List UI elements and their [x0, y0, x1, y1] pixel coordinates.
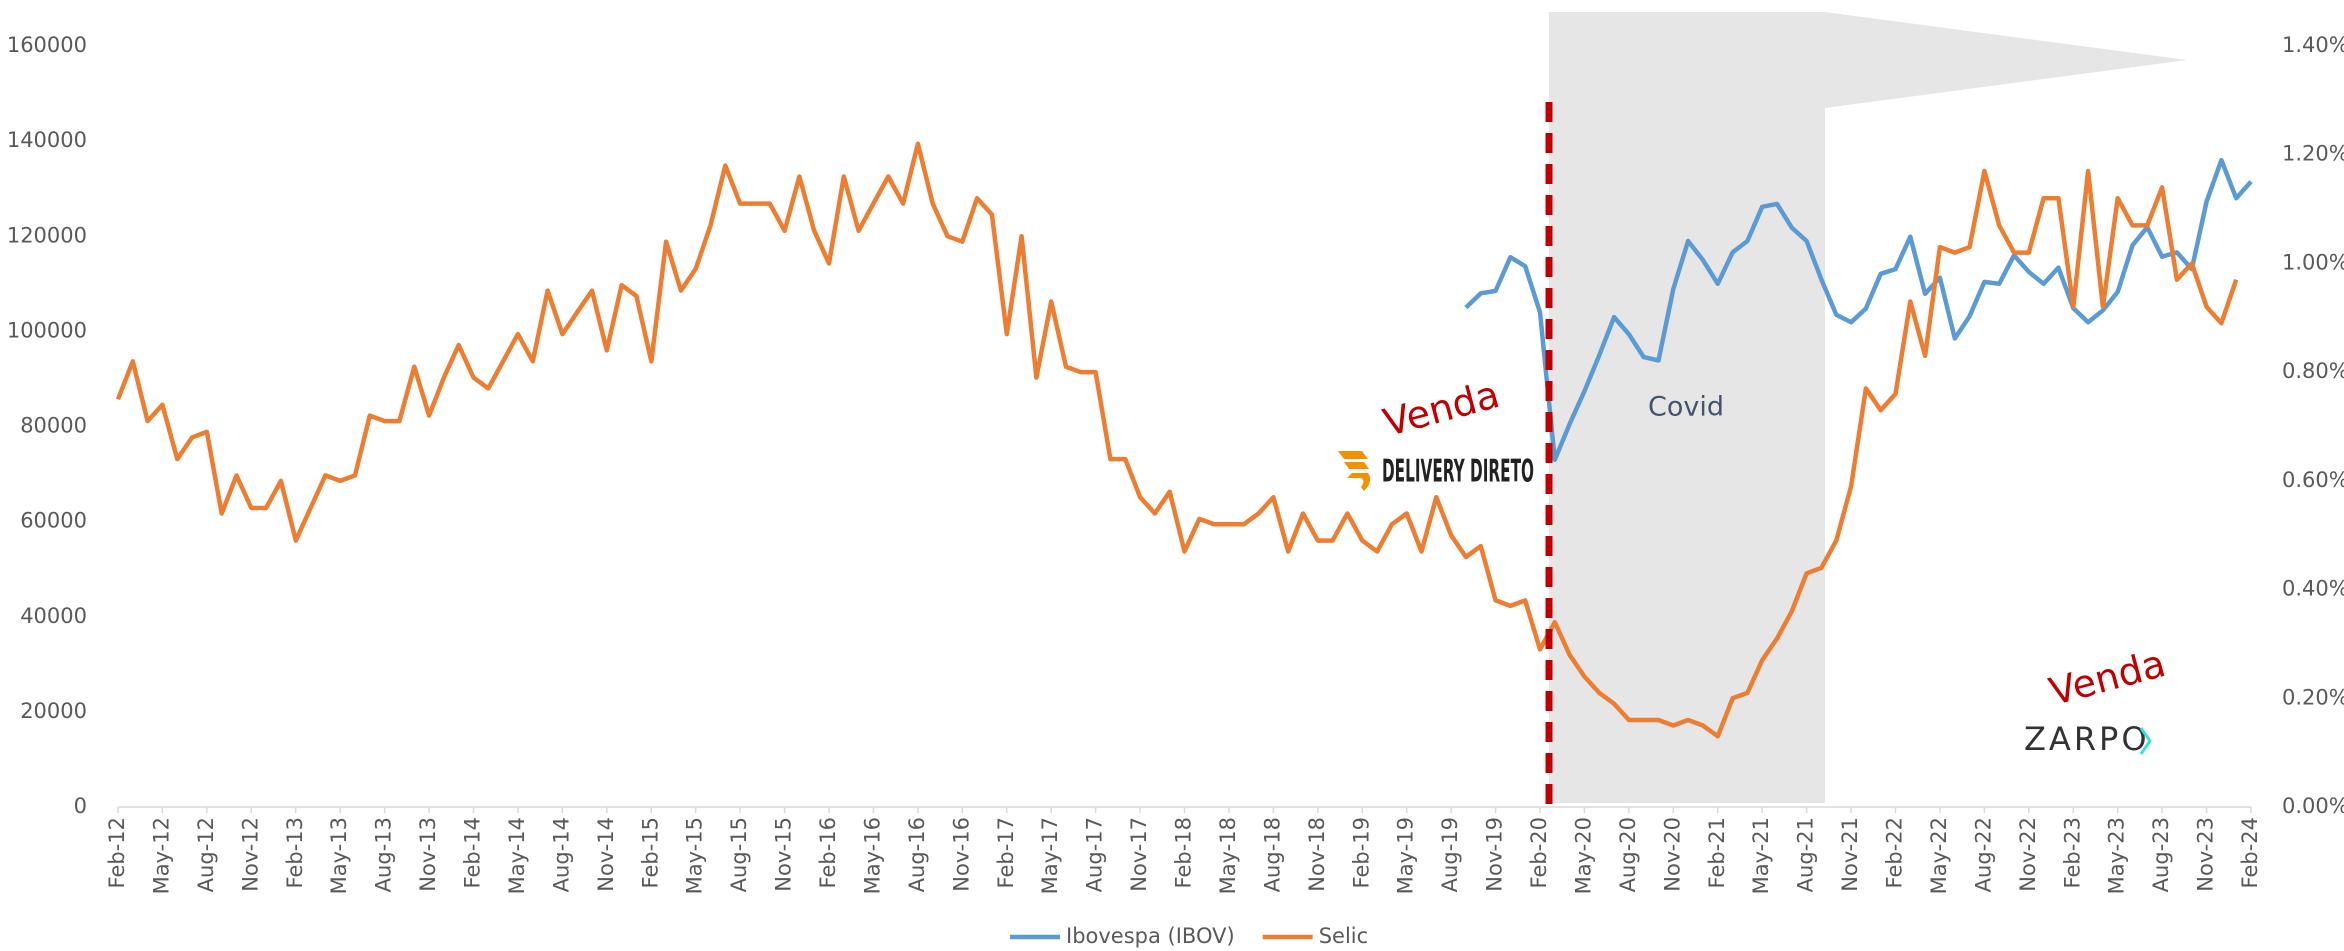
- legend-label: Ibovespa (IBOV): [1066, 924, 1235, 948]
- y-tick-label: 120000: [7, 223, 87, 247]
- x-tick-label: May-18: [1216, 817, 1240, 894]
- x-tick-label: Nov-18: [1305, 817, 1329, 892]
- x-tick-label: Aug-16: [905, 817, 929, 892]
- y2-tick-label: 0.20%: [2282, 685, 2344, 709]
- x-tick-label: Feb-20: [1527, 817, 1551, 888]
- x-tick-label: Aug-19: [1438, 817, 1462, 892]
- x-tick-label: May-19: [1394, 817, 1418, 894]
- x-tick-label: May-17: [1038, 817, 1062, 894]
- x-tick-label: Aug-20: [1616, 817, 1640, 892]
- x-tick-label: May-14: [505, 817, 529, 894]
- x-tick-label: Feb-13: [283, 817, 307, 888]
- x-tick-label: Feb-14: [461, 817, 485, 888]
- x-tick-label: Feb-21: [1705, 817, 1729, 888]
- plot-area: 0 20000 40000 60000 80000 100000 120000 140000 1…: [7, 33, 2344, 894]
- x-tick-label: May-15: [683, 817, 707, 894]
- logo-icon: [1338, 451, 1371, 491]
- legend-label: Selic: [1319, 924, 1368, 948]
- x-tick-label: Feb-19: [1349, 817, 1373, 888]
- delivery-logo: DELIVERY DIRETO: [1338, 451, 1534, 491]
- covid-label: Covid: [1648, 392, 1724, 423]
- x-tick-label: May-21: [1749, 817, 1773, 894]
- x-tick-label: Aug-15: [727, 817, 751, 892]
- x-tick-label: Feb-12: [105, 817, 129, 888]
- x-tick-label: Feb-15: [638, 817, 662, 888]
- x-tick-label: Aug-18: [1260, 817, 1284, 892]
- logo-icon: [2139, 727, 2152, 755]
- x-tick-label: Aug-12: [194, 817, 218, 892]
- series-line: [115, 141, 2239, 739]
- x-tick-label: Feb-16: [816, 817, 840, 888]
- y2-tick-label: 0.40%: [2282, 577, 2344, 601]
- x-tick-label: Nov-17: [1127, 817, 1151, 892]
- x-tick-label: Aug-23: [2149, 817, 2173, 892]
- y2-tick-label: 0.80%: [2282, 359, 2344, 383]
- x-tick-label: Nov-16: [949, 817, 973, 892]
- x-tick-label: Nov-15: [772, 817, 796, 892]
- x-tick-label: Aug-17: [1083, 817, 1107, 892]
- x-tick-label: Nov-21: [1838, 817, 1862, 892]
- y2-tick-label: 0.60%: [2282, 468, 2344, 492]
- x-tick-label: May-16: [860, 817, 884, 894]
- x-tick-label: Aug-21: [1794, 817, 1818, 892]
- y-tick-label: 60000: [20, 509, 87, 533]
- x-tick-label: Feb-24: [2238, 817, 2262, 888]
- y2-tick-label: 0.00%: [2282, 794, 2344, 818]
- x-tick-label: Nov-20: [1660, 817, 1684, 892]
- y-tick-label: 160000: [7, 33, 87, 57]
- x-tick-label: Nov-23: [2194, 817, 2218, 892]
- zarpo-logo: ZARPO: [2024, 720, 2152, 758]
- y-tick-label: 100000: [7, 318, 87, 342]
- x-tick-label: Feb-23: [2060, 817, 2084, 888]
- x-tick-label: May-23: [2105, 817, 2129, 894]
- x-tick-label: Nov-14: [594, 817, 618, 892]
- x-tick-label: May-13: [327, 817, 351, 894]
- y-tick-label: 80000: [20, 414, 87, 438]
- x-tick-label: Aug-22: [1971, 817, 1995, 892]
- y-tick-label: 20000: [20, 699, 87, 723]
- x-tick-label: Nov-13: [416, 817, 440, 892]
- x-tick-label: May-20: [1571, 817, 1595, 894]
- y2-tick-label: 1.00%: [2282, 250, 2344, 274]
- x-tick-label: Nov-22: [2016, 817, 2040, 892]
- x-tick-label: Aug-14: [549, 817, 573, 892]
- sale-label: Venda: [2045, 641, 2170, 714]
- logo-text: ZARPO: [2024, 720, 2150, 758]
- y-tick-label: 40000: [20, 604, 87, 628]
- x-tick-label: Nov-19: [1483, 817, 1507, 892]
- sale-label: Venda: [1379, 372, 1504, 445]
- y-tick-label: 140000: [7, 128, 87, 152]
- x-tick-label: Feb-18: [1172, 817, 1196, 888]
- covid-region: [1549, 12, 2187, 803]
- x-tick-label: May-22: [1927, 817, 1951, 894]
- x-tick-label: May-12: [149, 817, 173, 894]
- series-line: [1464, 157, 2253, 463]
- y-tick-label: 0: [74, 794, 87, 818]
- y2-tick-label: 1.40%: [2282, 33, 2344, 57]
- x-tick-label: Nov-12: [238, 817, 262, 892]
- x-tick-label: Aug-13: [372, 817, 396, 892]
- y2-tick-label: 1.20%: [2282, 142, 2344, 166]
- x-tick-label: Feb-22: [1883, 817, 1907, 888]
- x-tick-label: Feb-17: [994, 817, 1018, 888]
- logo-text: DELIVERY DIRETO: [1382, 454, 1534, 490]
